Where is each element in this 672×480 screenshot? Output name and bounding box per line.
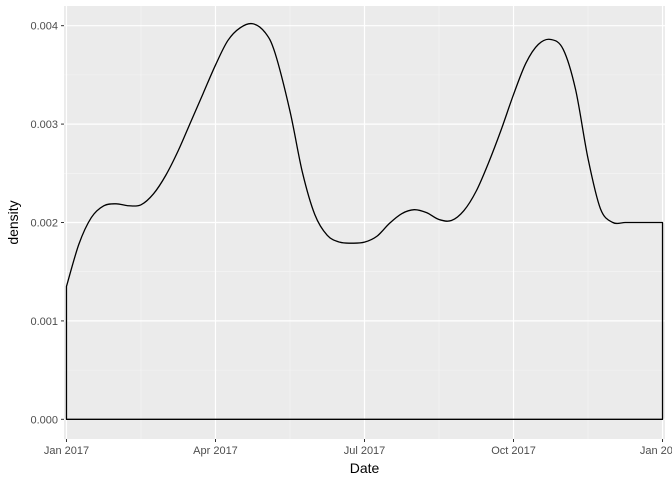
x-axis-title: Date bbox=[350, 460, 380, 476]
y-axis: 0.000 0.001 0.002 0.003 0.004 bbox=[30, 21, 64, 426]
y-tick-label: 0.004 bbox=[30, 21, 58, 33]
y-tick-label: 0.003 bbox=[30, 119, 58, 131]
y-tick-label: 0.002 bbox=[30, 218, 58, 230]
y-tick-label: 0.001 bbox=[30, 316, 58, 328]
x-tick-label: Apr 2017 bbox=[193, 445, 238, 457]
x-tick-label: Oct 2017 bbox=[491, 445, 536, 457]
x-axis: Jan 2017 Apr 2017 Jul 2017 Oct 2017 Jan 2018 bbox=[44, 439, 672, 457]
y-axis-title: density bbox=[5, 200, 21, 244]
x-tick-label: Jan 2017 bbox=[44, 445, 89, 457]
x-tick-label: Jan 2018 bbox=[640, 445, 672, 457]
y-tick-label: 0.000 bbox=[30, 414, 58, 426]
plot-layer bbox=[65, 22, 664, 420]
density-curve bbox=[65, 22, 664, 420]
x-tick-label: Jul 2017 bbox=[344, 445, 386, 457]
